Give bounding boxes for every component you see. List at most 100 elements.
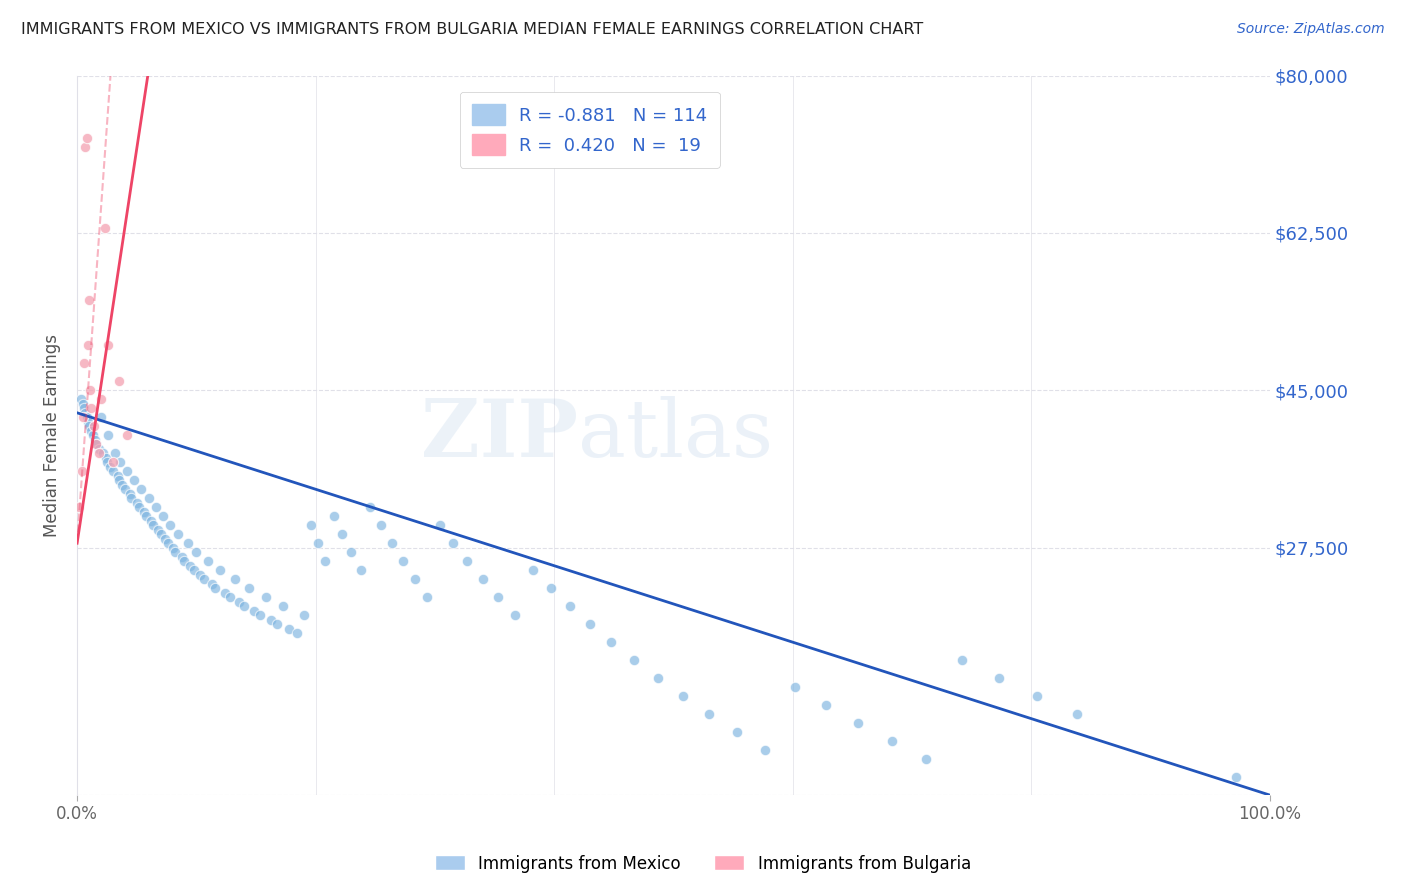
Point xyxy=(988,671,1011,685)
Point xyxy=(139,514,162,528)
Point xyxy=(214,585,236,599)
Point xyxy=(381,536,404,550)
Point xyxy=(558,599,581,614)
Point xyxy=(197,554,219,568)
Point xyxy=(170,549,193,564)
Point xyxy=(456,554,478,568)
Point xyxy=(486,590,509,604)
Point xyxy=(77,419,100,434)
Y-axis label: Median Female Earnings: Median Female Earnings xyxy=(44,334,60,537)
Point xyxy=(307,536,329,550)
Point xyxy=(73,356,96,370)
Point xyxy=(471,572,494,586)
Point xyxy=(101,455,124,469)
Point xyxy=(193,572,215,586)
Text: atlas: atlas xyxy=(578,396,773,475)
Point xyxy=(340,545,363,559)
Point xyxy=(783,680,806,694)
Legend: Immigrants from Mexico, Immigrants from Bulgaria: Immigrants from Mexico, Immigrants from … xyxy=(429,848,977,880)
Point xyxy=(80,401,103,416)
Point xyxy=(84,437,107,451)
Point xyxy=(224,572,246,586)
Point xyxy=(429,518,451,533)
Point xyxy=(111,477,134,491)
Point xyxy=(697,707,720,722)
Point xyxy=(131,482,153,496)
Point xyxy=(162,541,184,555)
Point xyxy=(93,221,115,235)
Point xyxy=(104,446,127,460)
Point xyxy=(204,581,226,595)
Point xyxy=(72,410,94,425)
Point xyxy=(108,374,131,388)
Point xyxy=(242,604,264,618)
Point xyxy=(115,428,138,442)
Point xyxy=(107,468,129,483)
Point xyxy=(503,608,526,623)
Point xyxy=(152,509,174,524)
Point xyxy=(177,536,200,550)
Point xyxy=(233,599,256,614)
Point xyxy=(163,545,186,559)
Point xyxy=(249,608,271,623)
Legend: R = -0.881   N = 114, R =  0.420   N =  19: R = -0.881 N = 114, R = 0.420 N = 19 xyxy=(460,92,720,168)
Point xyxy=(76,131,98,145)
Point xyxy=(522,563,544,577)
Point xyxy=(77,293,100,308)
Point xyxy=(82,428,104,442)
Point xyxy=(880,734,903,748)
Point xyxy=(391,554,413,568)
Point xyxy=(350,563,373,577)
Point xyxy=(135,509,157,524)
Point xyxy=(128,500,150,515)
Point xyxy=(600,635,623,649)
Point xyxy=(97,338,120,352)
Point xyxy=(149,527,172,541)
Point xyxy=(1066,707,1088,722)
Point xyxy=(179,558,201,573)
Point xyxy=(125,496,148,510)
Point xyxy=(285,626,308,640)
Point xyxy=(672,689,695,703)
Point xyxy=(415,590,437,604)
Point xyxy=(90,410,112,425)
Point xyxy=(186,545,208,559)
Point xyxy=(108,473,131,487)
Point xyxy=(84,433,107,447)
Point xyxy=(299,518,322,533)
Point xyxy=(846,716,869,731)
Point xyxy=(1026,689,1049,703)
Point xyxy=(80,424,103,438)
Point xyxy=(108,455,131,469)
Point xyxy=(118,487,141,501)
Point xyxy=(1225,770,1247,784)
Point xyxy=(201,576,224,591)
Point xyxy=(370,518,392,533)
Point xyxy=(69,500,91,515)
Point xyxy=(188,567,211,582)
Point xyxy=(124,473,146,487)
Point xyxy=(254,590,277,604)
Point xyxy=(76,415,98,429)
Point xyxy=(266,617,288,632)
Point xyxy=(156,536,179,550)
Point xyxy=(278,622,301,636)
Point xyxy=(115,464,138,478)
Point xyxy=(173,554,195,568)
Point xyxy=(754,743,776,757)
Point xyxy=(183,563,205,577)
Point xyxy=(97,428,120,442)
Point xyxy=(91,446,114,460)
Point xyxy=(623,653,645,667)
Point xyxy=(159,518,181,533)
Point xyxy=(96,455,118,469)
Point xyxy=(647,671,669,685)
Text: ZIP: ZIP xyxy=(420,396,578,475)
Point xyxy=(72,397,94,411)
Point xyxy=(218,590,240,604)
Point xyxy=(101,464,124,478)
Point xyxy=(148,523,170,537)
Point xyxy=(70,464,93,478)
Point xyxy=(359,500,381,515)
Point xyxy=(167,527,190,541)
